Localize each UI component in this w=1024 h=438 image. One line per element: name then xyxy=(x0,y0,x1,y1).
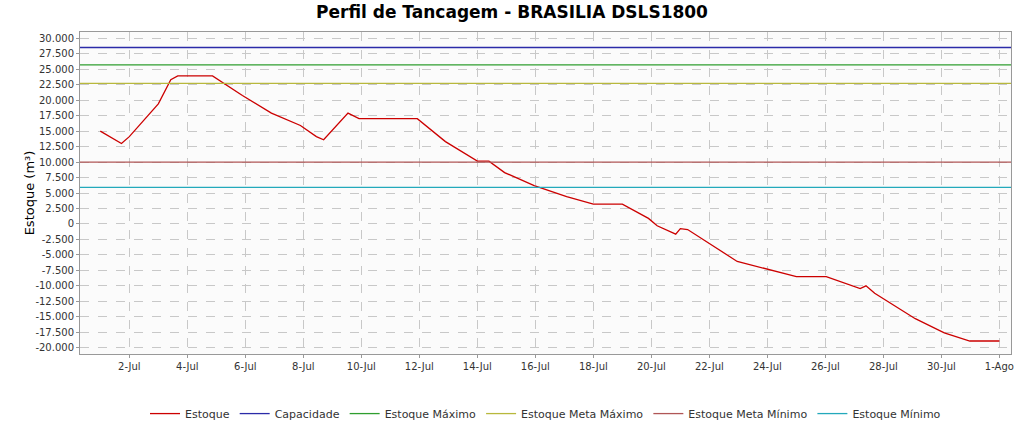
svg-text:Capacidade: Capacidade xyxy=(275,408,340,421)
svg-text:26-Jul: 26-Jul xyxy=(811,361,840,372)
svg-text:8-Jul: 8-Jul xyxy=(292,361,315,372)
svg-text:-20.000: -20.000 xyxy=(35,342,74,353)
svg-text:10-Jul: 10-Jul xyxy=(347,361,376,372)
svg-text:Estoque Meta Mínimo: Estoque Meta Mínimo xyxy=(688,408,807,421)
svg-text:-17.500: -17.500 xyxy=(35,327,74,338)
svg-text:20.000: 20.000 xyxy=(39,95,74,106)
svg-text:25.000: 25.000 xyxy=(39,64,74,75)
svg-text:-12.500: -12.500 xyxy=(35,296,74,307)
svg-text:7.500: 7.500 xyxy=(45,172,74,183)
svg-text:17.500: 17.500 xyxy=(39,110,74,121)
svg-text:30-Jul: 30-Jul xyxy=(927,361,956,372)
svg-text:2-Jul: 2-Jul xyxy=(118,361,141,372)
svg-text:12.500: 12.500 xyxy=(39,141,74,152)
svg-text:-7.500: -7.500 xyxy=(42,265,74,276)
svg-text:2.500: 2.500 xyxy=(45,203,74,214)
svg-text:4-Jul: 4-Jul xyxy=(176,361,199,372)
svg-text:-2.500: -2.500 xyxy=(42,234,74,245)
svg-text:28-Jul: 28-Jul xyxy=(869,361,898,372)
svg-text:12-Jul: 12-Jul xyxy=(405,361,434,372)
svg-text:Estoque Máximo: Estoque Máximo xyxy=(385,408,476,421)
svg-text:-5.000: -5.000 xyxy=(42,249,74,260)
svg-text:Perfil de Tancagem - BRASILIA: Perfil de Tancagem - BRASILIA DSLS1800 xyxy=(316,2,708,22)
svg-text:18-Jul: 18-Jul xyxy=(579,361,608,372)
svg-text:Estoque Mínimo: Estoque Mínimo xyxy=(852,408,940,421)
svg-text:22.500: 22.500 xyxy=(39,79,74,90)
svg-text:15.000: 15.000 xyxy=(39,126,74,137)
svg-text:14-Jul: 14-Jul xyxy=(463,361,492,372)
svg-text:16-Jul: 16-Jul xyxy=(521,361,550,372)
svg-text:30.000: 30.000 xyxy=(39,33,74,44)
svg-text:0: 0 xyxy=(68,218,74,229)
svg-text:24-Jul: 24-Jul xyxy=(753,361,782,372)
svg-text:10.000: 10.000 xyxy=(39,157,74,168)
svg-text:Estoque (m³): Estoque (m³) xyxy=(22,151,37,236)
svg-text:6-Jul: 6-Jul xyxy=(234,361,257,372)
svg-text:Estoque: Estoque xyxy=(185,408,230,421)
svg-text:20-Jul: 20-Jul xyxy=(637,361,666,372)
svg-text:22-Jul: 22-Jul xyxy=(695,361,724,372)
svg-text:5.000: 5.000 xyxy=(45,188,74,199)
svg-text:-15.000: -15.000 xyxy=(35,311,74,322)
svg-text:27.500: 27.500 xyxy=(39,48,74,59)
svg-text:1-Ago: 1-Ago xyxy=(985,361,1014,372)
svg-text:Estoque Meta Máximo: Estoque Meta Máximo xyxy=(521,408,643,421)
svg-text:-10.000: -10.000 xyxy=(35,280,74,291)
